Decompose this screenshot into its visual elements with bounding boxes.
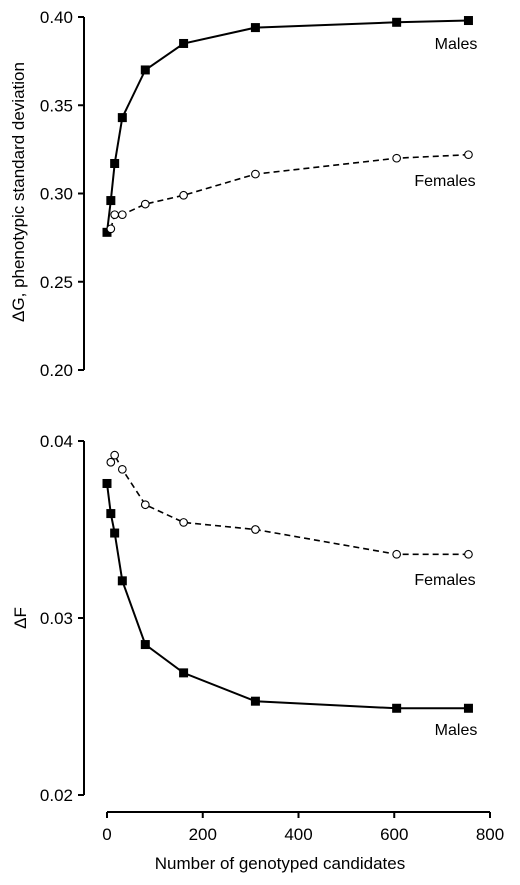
bottom-females-point	[251, 525, 260, 534]
top-females-label: Females	[414, 173, 475, 190]
bottom-males-point	[250, 696, 260, 706]
bottom-males-point	[463, 703, 473, 713]
bottom-males-label: Males	[435, 722, 478, 739]
bottom-females-point	[464, 549, 473, 559]
top-males-point	[179, 38, 189, 48]
bottom-y-tick-label: 0.03	[40, 609, 73, 628]
top-females-point	[251, 169, 260, 179]
top-males-point	[102, 227, 112, 237]
top-panel: 0.20 0.25 0.30 0.35 0.40 ΔG, phenotypic stan…	[9, 8, 477, 380]
bottom-series: Females Males	[102, 450, 478, 739]
top-females-point	[106, 224, 116, 234]
x-tick-label: 200	[189, 825, 217, 844]
top-females-point	[464, 150, 473, 160]
bottom-y-tick-label: 0.04	[40, 432, 73, 451]
top-y-axis-title: ΔG, phenotypic standard deviation	[9, 62, 28, 322]
top-males-point	[140, 65, 150, 75]
top-y-tick-label: 0.40	[40, 8, 73, 27]
bottom-females-point	[392, 549, 401, 559]
x-tick-label: 400	[284, 825, 312, 844]
top-series: Males Females	[102, 16, 478, 237]
top-females-point	[117, 210, 127, 220]
top-males-point	[106, 196, 116, 206]
top-females-line	[110, 153, 469, 230]
top-y-tick-label: 0.25	[40, 273, 73, 292]
top-females-point	[392, 153, 401, 163]
bottom-males-point	[102, 478, 112, 488]
top-males-point	[392, 17, 402, 27]
bottom-males-point	[106, 509, 116, 519]
bottom-females-label: Females	[414, 572, 475, 589]
x-tick-label: 600	[380, 825, 408, 844]
bottom-males-line	[106, 483, 469, 710]
bottom-females-point	[110, 450, 120, 460]
bottom-y-axis-title: ΔF	[11, 607, 30, 629]
bottom-panel: 0.02 0.03 0.04 ΔF Females Males 0 200 400 600 8…	[11, 432, 504, 873]
bottom-females-point	[106, 457, 116, 467]
x-tick-label: 800	[476, 825, 504, 844]
bottom-males-point	[179, 668, 189, 678]
top-females-point	[110, 210, 120, 220]
bottom-y-tick-label: 0.02	[40, 786, 73, 805]
top-males-point	[463, 16, 473, 26]
top-males-point	[250, 23, 260, 33]
top-y-tick-label: 0.20	[40, 361, 73, 380]
bottom-males-point	[117, 576, 127, 586]
top-females-point	[140, 199, 150, 209]
x-ticks: 0 200 400 600 800	[102, 812, 504, 844]
bottom-males-point	[392, 703, 402, 713]
bottom-females-point	[140, 500, 150, 510]
bottom-females-line	[110, 453, 469, 556]
top-y-tick-label: 0.30	[40, 185, 73, 204]
top-y-ticks: 0.20 0.25 0.30 0.35 0.40	[40, 8, 84, 380]
bottom-females-point	[179, 518, 188, 527]
top-males-point	[117, 113, 127, 123]
top-females-point	[179, 190, 188, 200]
x-tick-label: 0	[102, 825, 111, 844]
top-males-point	[110, 158, 120, 168]
bottom-y-ticks: 0.02 0.03 0.04	[40, 432, 84, 805]
bottom-females-point	[117, 464, 127, 474]
x-axis-title: Number of genotyped candidates	[155, 854, 405, 873]
top-y-tick-label: 0.35	[40, 96, 73, 115]
top-males-label: Males	[435, 36, 478, 53]
bottom-males-point	[110, 528, 120, 538]
bottom-males-point	[140, 640, 150, 650]
